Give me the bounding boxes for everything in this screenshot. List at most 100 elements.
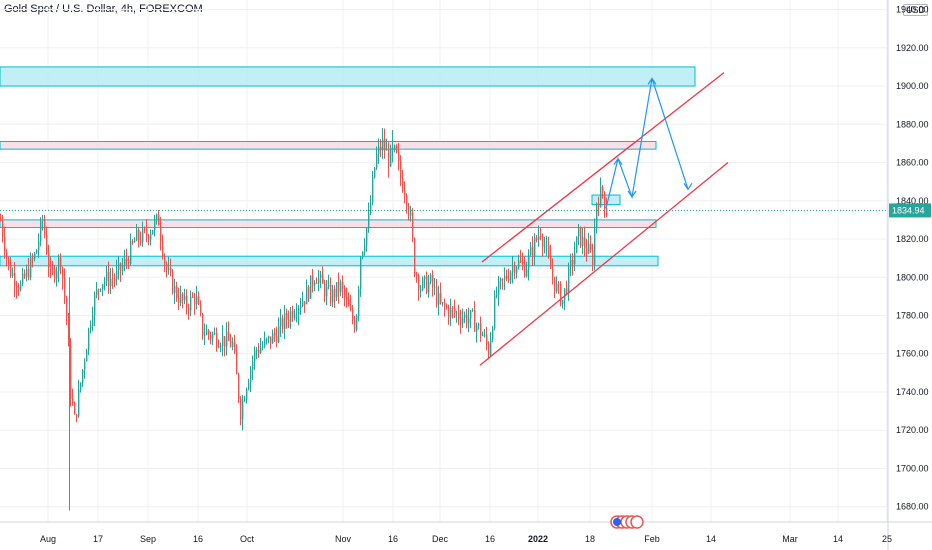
candle-body xyxy=(576,236,578,253)
candle-body xyxy=(378,146,380,154)
candle-body xyxy=(562,300,564,305)
candle-body xyxy=(274,333,276,336)
candle-body xyxy=(570,259,572,267)
candle-body xyxy=(602,186,604,192)
candle-body xyxy=(388,149,390,167)
trend-drawings xyxy=(479,72,729,366)
candle-body xyxy=(288,319,290,322)
candle-body xyxy=(606,208,608,216)
candle-body xyxy=(48,253,50,268)
candle-body xyxy=(320,274,322,278)
x-tick-label: 14 xyxy=(706,534,716,544)
candle-body xyxy=(196,296,198,305)
candle-body xyxy=(440,293,442,303)
candle-body xyxy=(344,288,346,298)
last-price-text: 1834.94 xyxy=(892,205,925,215)
candle-body xyxy=(198,296,200,305)
candle-body xyxy=(424,276,426,279)
candle-body xyxy=(242,400,244,420)
y-tick-label: 1700.00 xyxy=(896,463,929,473)
candle-body xyxy=(422,278,424,290)
candle-body xyxy=(564,288,566,301)
candle-body xyxy=(312,275,314,286)
candle-body xyxy=(362,251,364,258)
candle-body xyxy=(128,260,130,264)
candle-body xyxy=(426,276,428,293)
y-axis-labels: 1680.00 1700.00 1720.00 1740.00 1760.00 1780.… xyxy=(896,5,929,512)
candle-body xyxy=(248,382,250,390)
candle-body xyxy=(40,221,42,242)
candle-body xyxy=(336,282,338,298)
arrow-head-icon xyxy=(627,190,637,199)
candle-body xyxy=(462,317,464,324)
candle-body xyxy=(514,266,516,273)
candle-body xyxy=(74,403,76,415)
candle-body xyxy=(532,246,534,257)
candle-body xyxy=(22,273,24,284)
candle-body xyxy=(390,147,392,167)
candle-body xyxy=(158,214,160,226)
candle-body xyxy=(540,235,542,237)
candle-body xyxy=(270,336,272,344)
candle-body xyxy=(218,346,220,348)
candle-body xyxy=(468,318,470,324)
candle-body xyxy=(266,338,268,340)
candle-body xyxy=(44,219,46,236)
candle-body xyxy=(572,259,574,265)
candle-body xyxy=(326,286,328,297)
candle-body xyxy=(110,278,112,287)
candle-body xyxy=(178,298,180,304)
y-tick-label: 1680.00 xyxy=(896,502,929,512)
candle-body xyxy=(330,285,332,303)
candle-body xyxy=(416,274,418,277)
candle-body xyxy=(452,307,454,309)
candle-body xyxy=(382,138,384,151)
candle-body xyxy=(62,267,64,279)
chart-title: Gold Spot / U.S. Dollar, 4h, FOREXCOM xyxy=(4,3,203,15)
candle-body xyxy=(384,138,386,151)
candle-body xyxy=(76,414,78,417)
candle-body xyxy=(466,314,468,324)
candle-body xyxy=(346,297,348,300)
candle-body xyxy=(26,268,28,278)
candle-body xyxy=(2,220,4,237)
channel-line xyxy=(479,162,729,366)
candle-body xyxy=(488,343,490,355)
candle-body xyxy=(174,285,176,294)
candle-body xyxy=(560,283,562,305)
candle-body xyxy=(456,312,458,314)
candle-body xyxy=(450,307,452,318)
candle-body xyxy=(590,243,592,251)
candle-body xyxy=(58,257,60,272)
candle-body xyxy=(474,310,476,332)
candle-body xyxy=(152,230,154,235)
currency-label[interactable]: USD xyxy=(903,4,929,16)
y-tick-label: 1740.00 xyxy=(896,387,929,397)
candle-body xyxy=(516,267,518,273)
candle-body xyxy=(238,374,240,400)
candle-body xyxy=(250,369,252,383)
candle-body xyxy=(144,228,146,230)
candle-body xyxy=(568,266,570,293)
candle-body xyxy=(204,334,206,336)
candle-body xyxy=(510,272,512,281)
candle-body xyxy=(354,319,356,330)
candle-body xyxy=(28,268,30,278)
price-zone-cyan xyxy=(0,255,659,267)
candle-body xyxy=(176,285,178,299)
candle-body xyxy=(60,257,62,268)
candle-body xyxy=(202,313,204,336)
candle-body xyxy=(104,281,106,285)
y-tick-label: 1940.00 xyxy=(896,5,929,15)
candle-body xyxy=(164,256,166,264)
candle-body xyxy=(490,339,492,355)
candle-body xyxy=(584,236,586,249)
price-zone-pink xyxy=(0,140,657,150)
candle-body xyxy=(156,214,158,220)
x-tick-label: 2022 xyxy=(528,534,548,544)
candle-body xyxy=(78,389,80,417)
candle-body xyxy=(20,283,22,290)
candle-body xyxy=(90,325,92,329)
x-tick-label: 14 xyxy=(833,534,843,544)
